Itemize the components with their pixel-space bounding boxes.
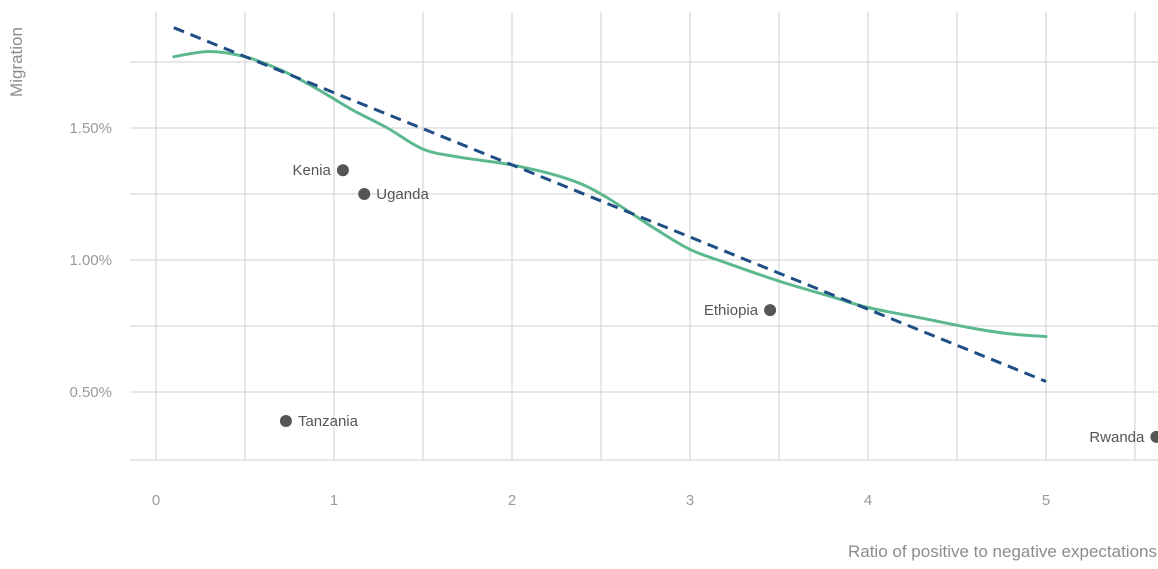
- point-label-tanzania: Tanzania: [298, 413, 359, 430]
- data-point-ethiopia: [764, 304, 777, 317]
- y-tick-label: 0.50%: [69, 384, 112, 401]
- y-tick-label: 1.50%: [69, 120, 112, 137]
- x-axis-label: Ratio of positive to negative expectatio…: [848, 542, 1157, 561]
- y-axis-label: Migration: [7, 27, 26, 97]
- data-point-rwanda: [1150, 430, 1158, 443]
- fit-lines: [172, 26, 1048, 383]
- x-tick-label: 4: [864, 492, 872, 509]
- tick-labels: 0 1 2 3 4 5 0.50% 1.00% 1.50%: [69, 120, 1050, 509]
- data-point-tanzania: [279, 415, 292, 428]
- grid: [130, 12, 1158, 461]
- point-label-ethiopia: Ethiopia: [704, 302, 759, 319]
- x-tick-label: 5: [1042, 492, 1050, 509]
- data-points: Kenia Uganda Ethiopia Tanzania Rwanda: [279, 162, 1158, 446]
- linear-trend-line: [173, 26, 1047, 383]
- point-label-kenia: Kenia: [293, 162, 332, 179]
- point-label-uganda: Uganda: [376, 186, 429, 203]
- x-tick-label: 0: [152, 492, 160, 509]
- data-point-kenia: [336, 164, 349, 177]
- y-tick-label: 1.00%: [69, 252, 112, 269]
- x-tick-label: 2: [508, 492, 516, 509]
- point-label-rwanda: Rwanda: [1089, 429, 1145, 446]
- x-tick-label: 1: [330, 492, 338, 509]
- data-point-uganda: [358, 188, 371, 200]
- x-tick-label: 3: [686, 492, 694, 509]
